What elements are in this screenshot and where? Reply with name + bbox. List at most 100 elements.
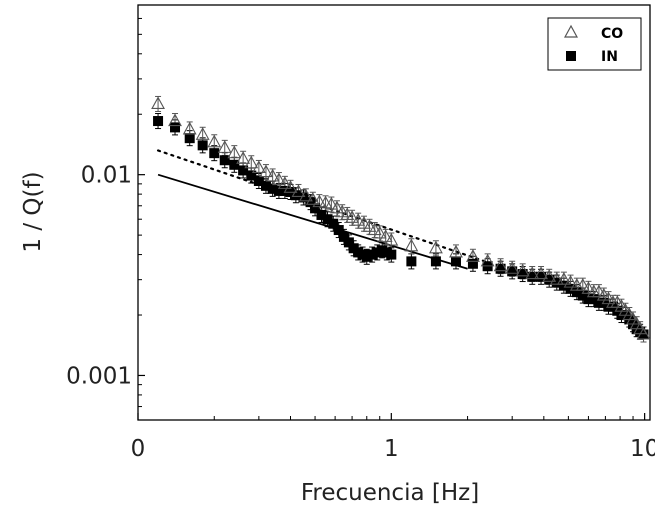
data-point-co [330, 200, 344, 214]
data-point-in [253, 176, 264, 187]
data-point-co [362, 219, 377, 232]
data-point-co [207, 134, 222, 148]
legend-box [547, 17, 642, 71]
data-point-co [515, 263, 530, 277]
data-point-in [316, 209, 327, 220]
data-point-co [227, 145, 242, 159]
data-point-in [386, 249, 397, 260]
data-markers [151, 96, 651, 340]
data-point-co [591, 284, 606, 298]
data-point-in [527, 271, 538, 282]
data-point-in [298, 192, 309, 203]
data-point-in [197, 140, 208, 151]
data-point-co [636, 326, 651, 340]
data-point-co [265, 168, 280, 182]
legend-label-co: CO [601, 26, 623, 42]
data-point-in [517, 269, 528, 280]
data-point-in [361, 251, 372, 262]
data-point-in [551, 277, 562, 288]
data-point-co [449, 244, 463, 258]
data-point-co [151, 96, 165, 110]
data-point-co [384, 232, 399, 246]
data-point-co [378, 229, 393, 242]
data-point-co [271, 172, 286, 186]
data-point-in [536, 271, 547, 282]
data-point-in [406, 256, 417, 267]
data-point-in [229, 159, 240, 170]
x-tick-label: 10 [630, 436, 655, 462]
y-tick-label: 0.01 [81, 163, 132, 189]
data-point-co [575, 278, 590, 291]
x-tick-label: 0 [131, 436, 146, 462]
data-point-in [507, 266, 518, 277]
data-point-in [290, 190, 301, 201]
data-point-co [404, 238, 419, 252]
data-point-co [581, 281, 596, 294]
data-point-co [283, 180, 298, 193]
data-point-in [273, 185, 284, 196]
data-point-in [246, 170, 257, 181]
data-point-co [549, 272, 564, 285]
data-point-in [343, 237, 354, 248]
x-axis-title: Frecuencia [Hz] [301, 480, 479, 506]
data-point-co [305, 192, 320, 205]
data-point-co [466, 249, 480, 262]
data-point-co [236, 151, 251, 164]
data-point-co [291, 184, 306, 198]
data-point-in [367, 249, 378, 260]
data-point-in [267, 183, 278, 194]
data-point-in [565, 283, 576, 294]
data-point-in [184, 133, 195, 144]
data-point-co [525, 266, 540, 280]
data-point-co [480, 253, 495, 267]
data-point-in [219, 155, 230, 166]
data-point-co [195, 127, 210, 140]
data-point-in [322, 214, 333, 225]
data-point-in [338, 231, 349, 242]
legend: CO IN [547, 17, 642, 71]
data-point-co [277, 176, 292, 189]
data-point-co [298, 188, 313, 202]
data-point-co [351, 213, 366, 226]
data-point-in [310, 203, 321, 214]
data-point-co [372, 225, 387, 239]
data-point-in [638, 329, 649, 340]
data-point-co [182, 121, 197, 135]
data-point-co [542, 269, 557, 282]
data-point-co [244, 155, 259, 169]
data-point-co [428, 240, 443, 254]
data-point-in [544, 274, 555, 285]
data-point-co [563, 274, 578, 288]
data-point-in [305, 197, 316, 208]
y-tick-label: 0.001 [66, 363, 132, 389]
data-point-in [450, 256, 461, 267]
data-point-co [367, 222, 382, 236]
data-point-co [357, 216, 371, 229]
data-point-in [588, 294, 599, 305]
data-point-co [556, 272, 571, 285]
data-point-in [571, 287, 582, 298]
data-point-in [333, 225, 344, 236]
data-point-in [467, 258, 478, 269]
data-point-in [170, 122, 181, 133]
legend-marker-co [563, 24, 579, 38]
data-point-in [495, 263, 506, 274]
data-point-in [238, 165, 249, 176]
data-point-co [251, 160, 266, 174]
axis-ticks: 0 1 10 0.01 0.001 [66, 17, 655, 462]
plot-frame [137, 4, 651, 421]
data-point-in [328, 218, 339, 229]
y-axis-title: 1 / Q(f) [20, 171, 46, 252]
legend-label-in: IN [601, 49, 618, 65]
data-point-co [493, 258, 508, 272]
data-point-co [259, 164, 273, 178]
data-point-in [583, 294, 594, 305]
data-point-co [534, 266, 548, 280]
fit-line-solid [157, 173, 468, 270]
data-point-co [324, 196, 339, 210]
data-point-co [168, 113, 182, 127]
data-point-in [558, 280, 569, 291]
data-point-in [153, 116, 164, 127]
data-point-co [312, 194, 327, 208]
